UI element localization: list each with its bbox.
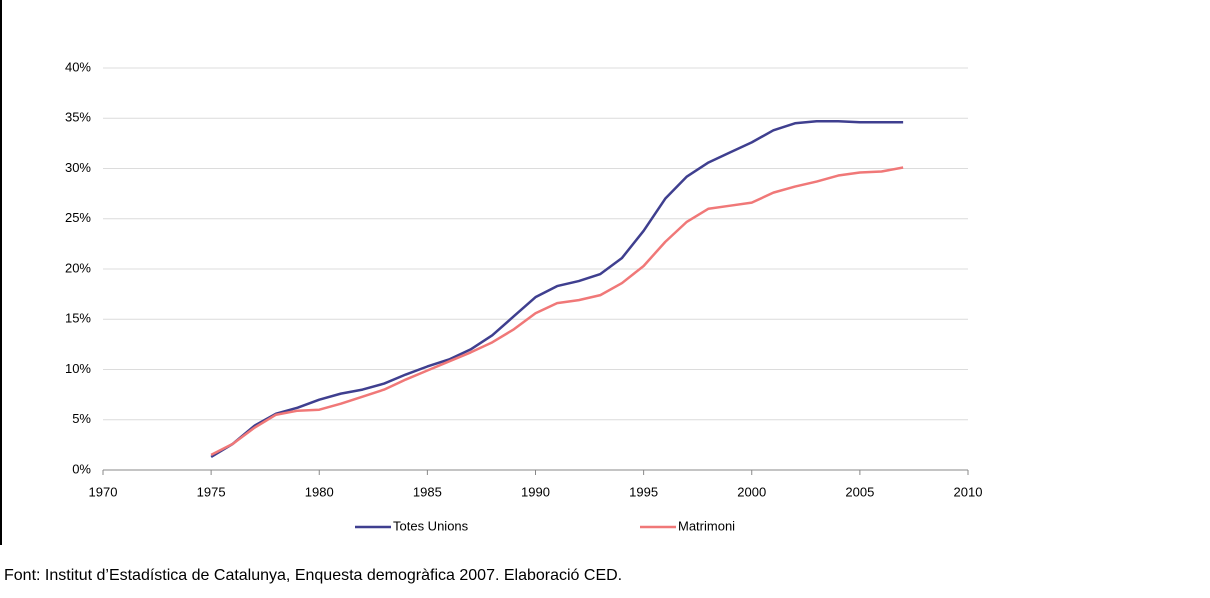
y-tick-label: 0% — [72, 461, 91, 476]
x-tick-label: 1970 — [89, 484, 118, 499]
series-line — [210, 120, 904, 459]
source-note: Font: Institut d’Estadística de Cataluny… — [4, 567, 622, 584]
legend-label: Matrimoni — [678, 518, 735, 533]
y-tick-label: 25% — [65, 210, 91, 225]
x-tick-label: 1985 — [413, 484, 442, 499]
y-tick-label: 30% — [65, 160, 91, 175]
y-tick-label: 15% — [65, 311, 91, 326]
x-tick-label: 1995 — [629, 484, 658, 499]
legend-label: Totes Unions — [393, 518, 469, 533]
x-tick-label: 2010 — [954, 484, 983, 499]
x-tick-label: 2005 — [845, 484, 874, 499]
x-tick-label: 2000 — [737, 484, 766, 499]
x-tick-label: 1980 — [305, 484, 334, 499]
y-tick-label: 5% — [72, 411, 91, 426]
series-line — [210, 166, 904, 457]
y-tick-label: 35% — [65, 110, 91, 125]
y-tick-label: 20% — [65, 260, 91, 275]
y-tick-label: 40% — [65, 59, 91, 74]
x-tick-label: 1975 — [197, 484, 226, 499]
y-tick-label: 10% — [65, 361, 91, 376]
x-tick-label: 1990 — [521, 484, 550, 499]
